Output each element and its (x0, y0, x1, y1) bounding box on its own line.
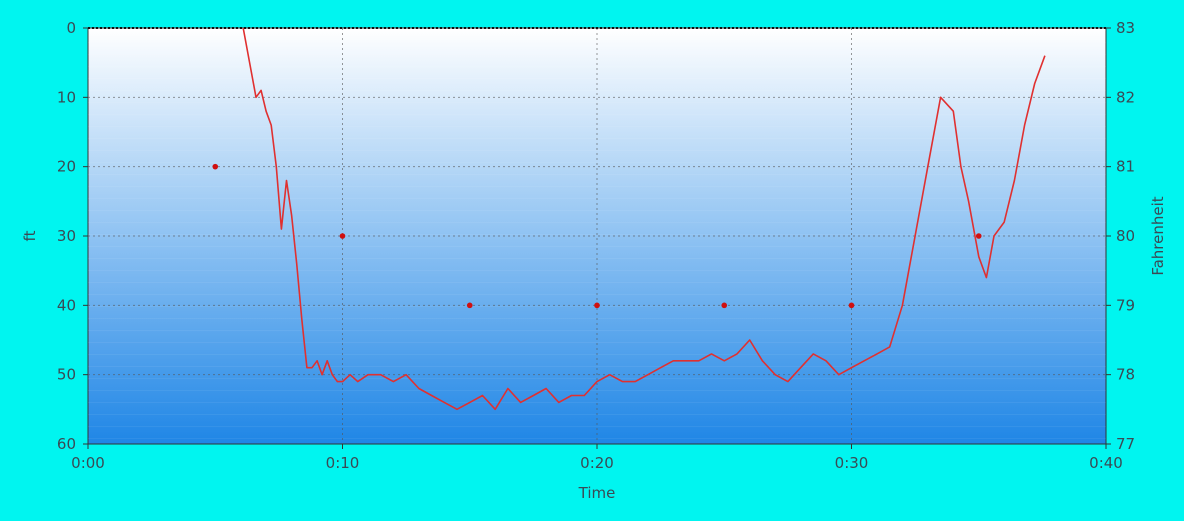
x-tick-label: 0:30 (835, 454, 869, 472)
y-tick-label: 10 (57, 88, 76, 106)
x-tick-label: 0:00 (71, 454, 105, 472)
temperature-point (339, 233, 346, 239)
y-tick-label: 20 (57, 158, 76, 176)
temperature-point (721, 302, 728, 309)
x-axis-title: Time (578, 484, 616, 502)
depth-series-line (242, 27, 1046, 411)
y2-tick-label: 83 (1116, 19, 1135, 37)
left-axis: 0 10 20 30 40 50 60 (57, 19, 88, 453)
y2-tick-label: 80 (1116, 227, 1135, 245)
chart-svg: 0 10 20 30 40 50 60 83 82 81 80 79 78 77 0:00 0:10 0:2… (21, 19, 1167, 502)
temperature-point (848, 302, 855, 309)
grid-lines (88, 27, 1106, 444)
y2-tick-label: 81 (1116, 158, 1135, 176)
series-layer (212, 27, 1046, 411)
y-tick-label: 30 (57, 227, 76, 245)
x-tick-label: 0:10 (326, 454, 360, 472)
right-axis: 83 82 81 80 79 78 77 (1106, 19, 1135, 453)
x-tick-label: 0:40 (1089, 454, 1123, 472)
temperature-point (212, 163, 219, 170)
dive-profile-chart: 0 10 20 30 40 50 60 83 82 81 80 79 78 77 0:00 0:10 0:2… (6, 6, 1175, 514)
y2-tick-label: 79 (1116, 296, 1135, 314)
x-tick-label: 0:20 (580, 454, 614, 472)
x-axis: 0:00 0:10 0:20 0:30 0:40 (71, 444, 1123, 472)
temperature-point (975, 233, 982, 239)
temperature-point (594, 302, 600, 309)
y-tick-label: 50 (57, 366, 76, 384)
y2-tick-label: 82 (1116, 88, 1135, 106)
temperature-point (466, 302, 473, 309)
y-axis-title: ft (21, 230, 39, 241)
y2-tick-label: 78 (1116, 366, 1135, 384)
y2-tick-label: 77 (1116, 435, 1135, 453)
y-tick-label: 0 (66, 19, 76, 37)
y-tick-label: 40 (57, 296, 76, 314)
y-tick-label: 60 (57, 435, 76, 453)
y2-axis-title: Fahrenheit (1149, 196, 1167, 275)
